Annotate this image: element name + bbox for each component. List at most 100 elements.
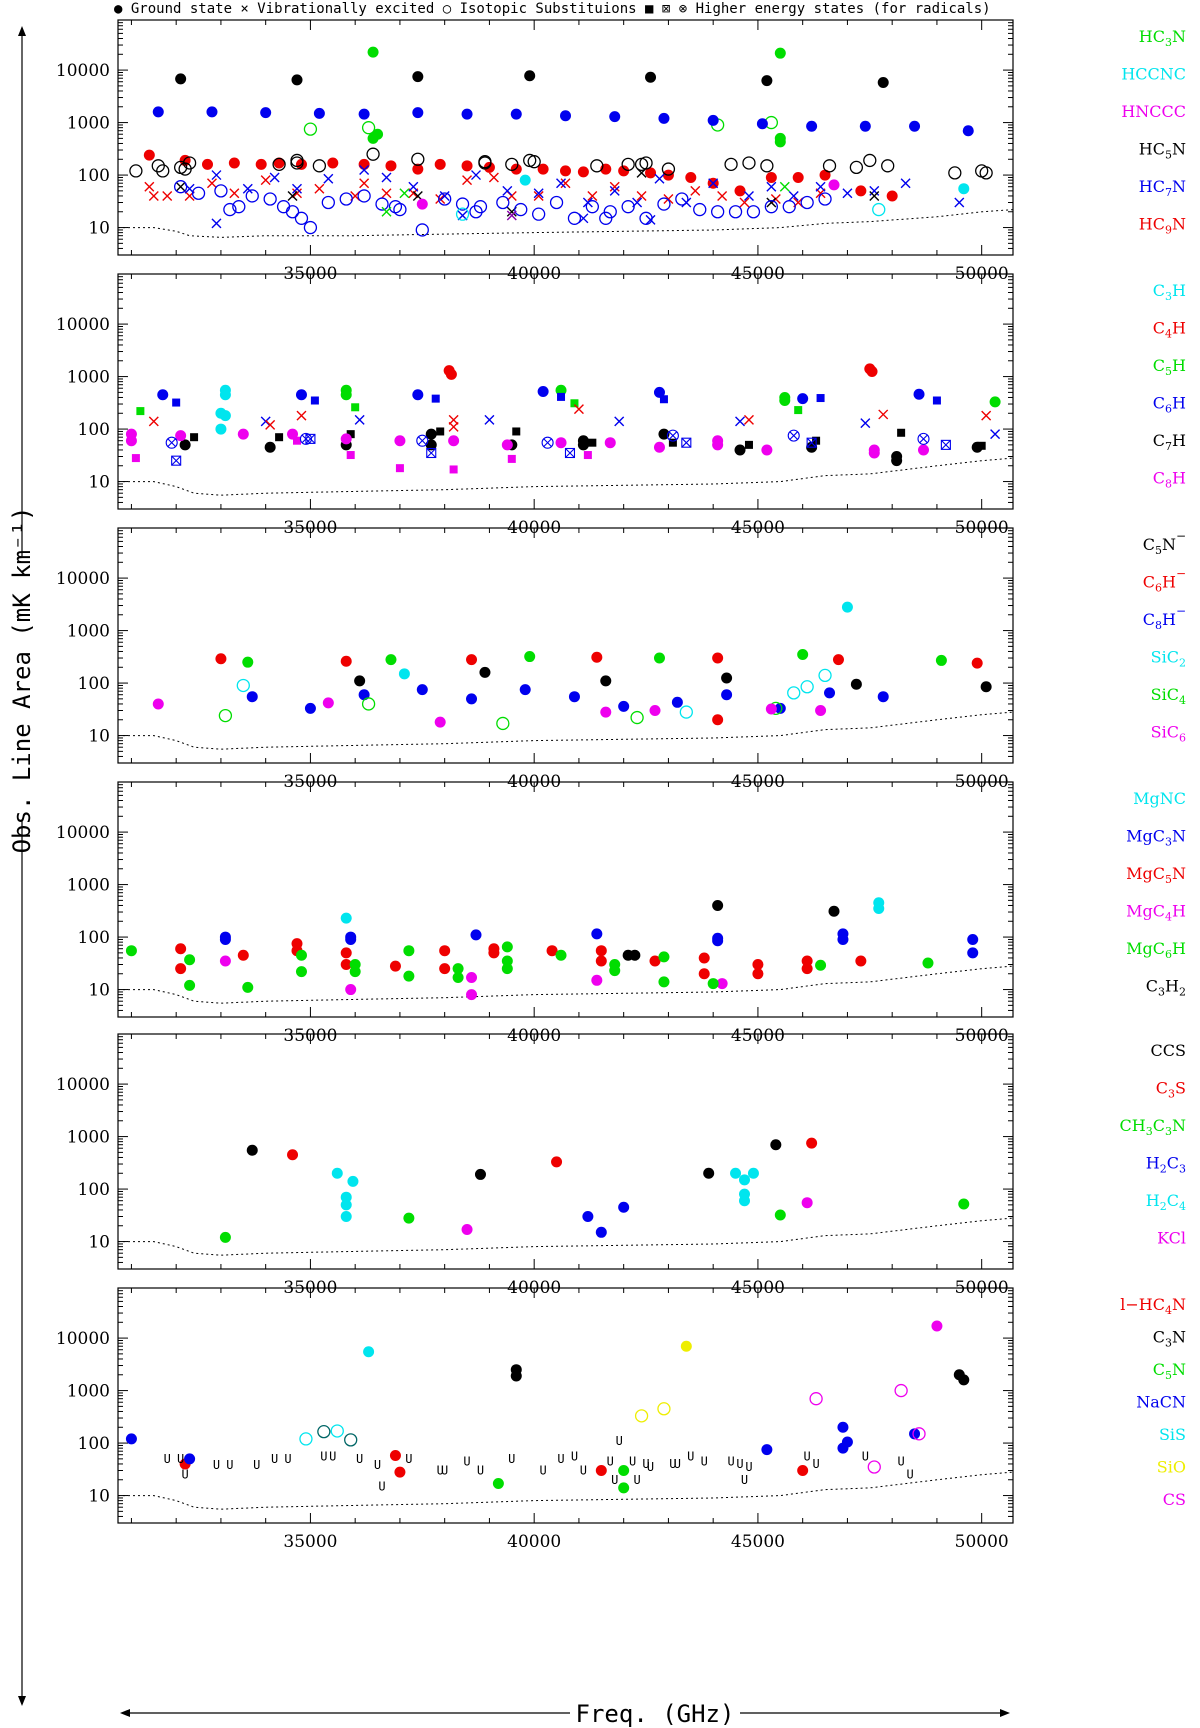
legend-entry: MgC4H — [1126, 902, 1186, 924]
data-point — [144, 181, 155, 192]
data-point — [246, 691, 258, 703]
data-point — [415, 223, 429, 237]
data-point: U — [213, 1458, 220, 1472]
series-hc3n-ground — [367, 46, 786, 148]
y-tick-label: 100 — [78, 674, 110, 694]
data-point — [394, 1466, 406, 1478]
data-point — [717, 190, 728, 201]
data-point — [735, 416, 746, 427]
data-point — [703, 1167, 715, 1179]
data-point — [340, 1191, 352, 1203]
data-point — [501, 955, 513, 967]
data-point — [573, 404, 584, 415]
data-point — [237, 949, 249, 961]
data-point — [809, 1392, 823, 1406]
legend-entry: C6H — [1153, 394, 1186, 416]
legend-entry: MgC5N — [1126, 864, 1186, 886]
legend-entry: SiC2 — [1151, 648, 1186, 670]
data-point — [395, 464, 404, 473]
data-point — [466, 693, 478, 705]
data-point — [948, 166, 962, 180]
legend-entry: MgC6H — [1126, 939, 1186, 961]
data-point — [541, 436, 554, 449]
data-point: U — [741, 1473, 748, 1487]
series-ch3c3n — [219, 1198, 970, 1243]
legend-entry: H2C4 — [1146, 1191, 1186, 1213]
data-point: U — [906, 1468, 913, 1482]
data-point — [389, 960, 401, 972]
data-point — [439, 190, 450, 201]
noise-level-line — [118, 1217, 1014, 1256]
data-point — [537, 385, 549, 397]
data-point — [152, 698, 164, 710]
legend-entry: HC3N — [1139, 27, 1186, 49]
data-point — [506, 210, 517, 221]
data-point — [770, 1139, 782, 1151]
data-point — [206, 178, 217, 189]
data-point: U — [607, 1454, 614, 1468]
data-point — [466, 971, 478, 983]
data-point — [439, 963, 451, 975]
series-hc5n-isotopic — [129, 147, 993, 180]
data-point — [618, 700, 630, 712]
data-point — [747, 1167, 759, 1179]
series-sic6 — [152, 697, 827, 728]
data-point — [645, 214, 656, 225]
series-hc7n-ground — [152, 106, 974, 137]
series-c4h-vib — [148, 404, 992, 432]
data-point — [774, 47, 786, 59]
series-mgc4h — [219, 955, 728, 1001]
data-point — [345, 984, 357, 996]
y-tick-label: 1000 — [67, 114, 110, 134]
data-point: U — [182, 1468, 189, 1482]
data-point — [340, 655, 352, 667]
noise-level-line — [118, 209, 1014, 238]
data-point: U — [164, 1452, 171, 1466]
data-point — [330, 1424, 344, 1438]
data-point — [591, 974, 603, 986]
data-point — [425, 428, 437, 440]
species-legend: HC3N HCCNC HNCCC HC5N HC7N HC9N — [1121, 27, 1186, 237]
data-point — [313, 107, 325, 119]
data-point — [609, 111, 621, 123]
panel-frame — [117, 781, 1014, 1018]
data-point — [501, 439, 513, 451]
data-point — [214, 184, 228, 198]
data-point: U — [736, 1457, 743, 1471]
data-point — [578, 213, 589, 224]
data-point — [242, 183, 253, 194]
series-sic4-iso — [218, 697, 783, 731]
data-point — [779, 395, 791, 407]
data-point — [721, 672, 733, 684]
series-ccs — [246, 1139, 782, 1180]
data-point — [151, 159, 165, 173]
data-point — [712, 899, 724, 911]
data-point — [331, 1167, 343, 1179]
data-point — [265, 419, 276, 430]
series-h2c3 — [582, 1201, 630, 1238]
data-point — [549, 195, 564, 210]
series-hc7n-vib — [184, 164, 965, 229]
data-point — [434, 158, 446, 170]
data-point — [818, 668, 832, 683]
data-point — [190, 433, 199, 442]
data-point — [743, 414, 754, 425]
data-point — [645, 167, 657, 179]
data-point — [340, 433, 352, 445]
data-point — [591, 651, 603, 663]
data-point — [698, 952, 710, 964]
series-c8h-sq — [131, 436, 592, 474]
data-point — [591, 928, 603, 940]
data-point — [806, 1137, 818, 1149]
data-point — [822, 159, 837, 173]
data-point — [721, 689, 733, 701]
series-cs — [931, 1320, 943, 1332]
data-point — [636, 190, 647, 201]
legend-entry: C8H− — [1143, 604, 1186, 632]
data-point — [649, 955, 661, 967]
data-point — [492, 1477, 504, 1489]
panel-1: 35000 40000 45000 5000010100100010000HC3NHC… — [56, 19, 1186, 284]
legend-entry: KCl — [1157, 1229, 1186, 1248]
data-point — [794, 406, 803, 415]
